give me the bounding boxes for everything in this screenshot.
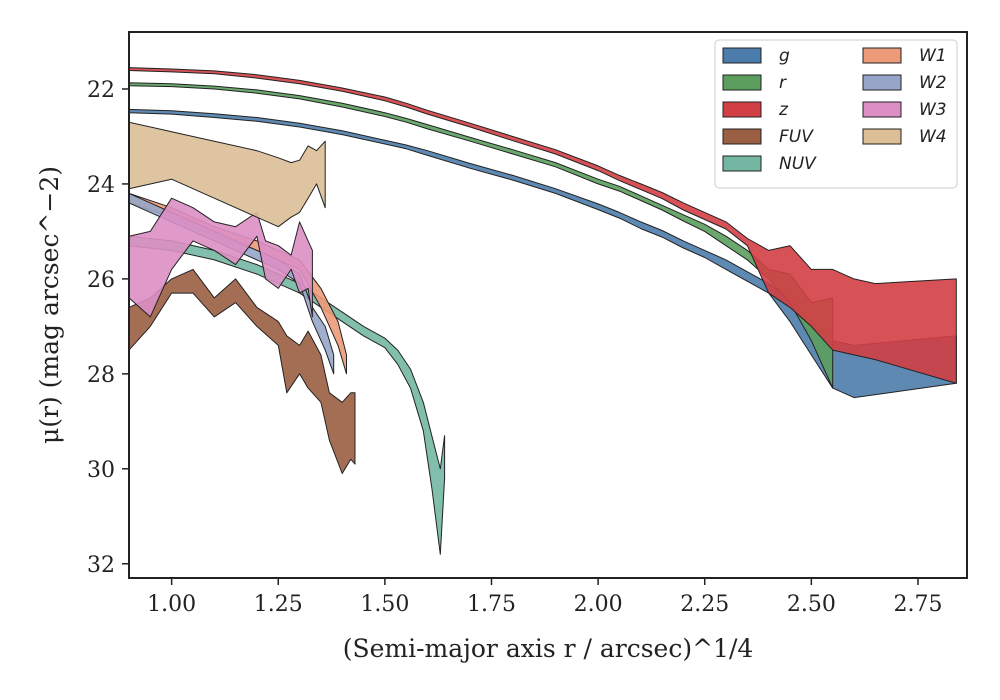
series-band-z [128,67,957,384]
legend-label-z: z [778,100,789,120]
x-tick-label: 1.25 [254,592,303,617]
plot-frame [128,31,968,579]
legend-swatch-r [722,74,762,91]
legend: grz FUV NUV W1 W2 W3 W4 [714,39,958,189]
x-tick-label: 1.50 [360,592,409,617]
y-tick-label: 24 [87,173,115,198]
legend-label-g: g [779,46,790,66]
y-tick-label: 32 [87,553,115,578]
y-tick-label: 30 [87,458,115,483]
legend-swatch-w2 [862,74,902,91]
series-band-r [128,82,834,389]
legend-label-w1: W1 [919,46,947,66]
legend-label-w3: W3 [919,100,947,120]
x-tick-label: 2.75 [893,592,942,617]
x-tick-label: 2.50 [787,592,836,617]
legend-label-r: r [779,73,787,93]
series-band-w4 [128,121,326,228]
legend-swatch-w3 [862,101,902,118]
legend-label-fuv: FUV [779,127,814,147]
legend-swatch-w1 [862,47,902,64]
series-band-w3 [128,197,313,318]
y-tick-label: 28 [87,363,115,388]
legend-swatch-z [722,101,762,118]
legend-label-w2: W2 [919,73,947,93]
legend-swatch-fuv [722,128,762,145]
legend-swatch-nuv [722,155,762,172]
legend-swatch-g [722,47,762,64]
legend-label-w4: W4 [919,127,947,147]
y-tick-label: 22 [87,78,115,103]
x-axis: 1.00 1.25 1.50 1.75 2.00 2.25 2.50 2.75 [147,578,942,617]
y-axis: 22 24 26 28 30 32 [87,78,129,578]
y-tick-label: 26 [87,268,115,293]
x-tick-label: 1.75 [467,592,516,617]
y-axis-label: μ(r) (mag arcsec^−2) [35,166,64,444]
x-tick-label: 2.25 [680,592,729,617]
x-tick-label: 1.00 [147,592,196,617]
series-areas [128,67,957,555]
x-axis-label: (Semi-major axis r / arcsec)^1/4 [343,634,754,663]
x-tick-label: 2.00 [574,592,623,617]
legend-label-nuv: NUV [779,154,817,174]
legend-swatch-w4 [862,128,902,145]
series-band-fuv [128,268,356,474]
